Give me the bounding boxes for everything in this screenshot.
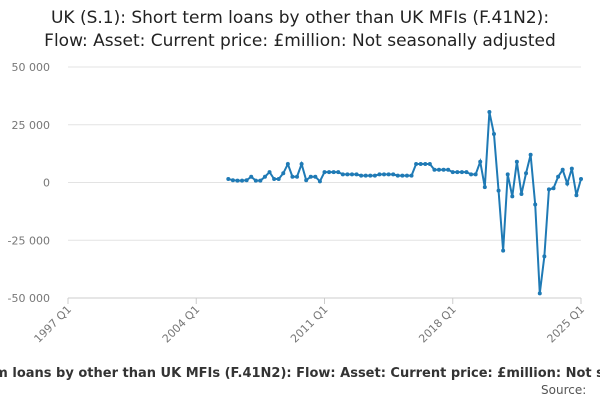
data-point [276, 177, 281, 182]
data-point [253, 178, 258, 183]
data-point [395, 173, 400, 178]
chart-title: Flow: Asset: Current price: £million: No… [44, 31, 556, 51]
data-point [491, 131, 496, 136]
source: Source: [541, 383, 586, 397]
data-point [308, 174, 313, 179]
data-point [372, 173, 377, 178]
data-point [262, 174, 267, 179]
data-point [345, 172, 350, 177]
data-point [533, 202, 538, 207]
data-point [551, 186, 556, 191]
data-point [267, 170, 272, 175]
data-point [565, 181, 570, 186]
y-tick-label: -50 000 [8, 292, 50, 305]
data-point [391, 172, 396, 177]
data-point [317, 179, 322, 184]
data-point [569, 166, 574, 171]
data-point [579, 177, 583, 182]
data-point [560, 167, 565, 172]
data-point [363, 173, 368, 178]
data-point [478, 159, 483, 164]
x-tick-label: 2004 Q1 [160, 303, 203, 346]
data-point [446, 167, 451, 172]
x-tick-label: 2018 Q1 [416, 303, 459, 346]
data-point [450, 170, 455, 175]
data-point [464, 170, 469, 175]
data-point [368, 173, 373, 178]
data-point [473, 172, 478, 177]
data-point [459, 170, 464, 175]
data-point [304, 178, 309, 183]
data-point [574, 193, 579, 198]
data-point [404, 173, 409, 178]
data-point [349, 172, 354, 177]
data-point [272, 177, 277, 182]
y-tick-label: 50 000 [12, 61, 51, 74]
data-point [340, 172, 345, 177]
data-point [377, 172, 382, 177]
data-point [299, 162, 304, 167]
data-point [432, 167, 437, 172]
data-point [322, 170, 327, 175]
data-point [487, 110, 492, 115]
data-point [437, 167, 442, 172]
y-tick-label: -25 000 [8, 234, 50, 247]
chart-title: UK (S.1): Short term loans by other than… [51, 8, 549, 28]
x-tick-label: 2011 Q1 [288, 303, 331, 346]
data-point [514, 159, 519, 164]
data-point [546, 187, 551, 192]
data-point [336, 170, 341, 175]
data-point [556, 174, 561, 179]
data-point [528, 152, 533, 157]
x-tick-label: 1997 Q1 [32, 303, 75, 346]
data-point [354, 172, 359, 177]
y-tick-label: 25 000 [12, 119, 51, 132]
data-point [386, 172, 391, 177]
data-point [258, 178, 263, 183]
data-point [249, 174, 254, 179]
data-point [524, 171, 529, 176]
data-point [382, 172, 387, 177]
data-point [537, 291, 542, 296]
data-point [469, 172, 474, 177]
x-tick-label: 2025 Q1 [545, 303, 588, 346]
x-axis-title: UK (S.1): Short term loans by other than… [0, 366, 600, 381]
data-point [409, 173, 414, 178]
data-point [295, 174, 300, 179]
data-point [327, 170, 332, 175]
y-tick-label: 0 [43, 177, 50, 190]
data-point [496, 188, 501, 193]
data-point [285, 162, 290, 167]
data-point [482, 185, 487, 190]
data-point [359, 173, 364, 178]
data-point [290, 174, 295, 179]
data-point [455, 170, 460, 175]
data-point [226, 177, 231, 182]
data-point [400, 173, 405, 178]
data-point [519, 192, 524, 197]
data-point [281, 171, 286, 176]
data-point [235, 178, 240, 183]
data-point [414, 162, 419, 167]
data-point [542, 254, 547, 259]
data-point [313, 174, 318, 179]
data-point [423, 162, 428, 167]
data-point [427, 162, 432, 167]
data-point [244, 178, 249, 183]
data-point [505, 172, 510, 177]
data-point [510, 194, 515, 199]
data-point [501, 248, 506, 253]
series-line [228, 111, 582, 294]
data-point [240, 178, 245, 183]
data-point [418, 162, 423, 167]
data-point [441, 167, 446, 172]
data-point [230, 178, 235, 183]
data-point [331, 170, 336, 175]
